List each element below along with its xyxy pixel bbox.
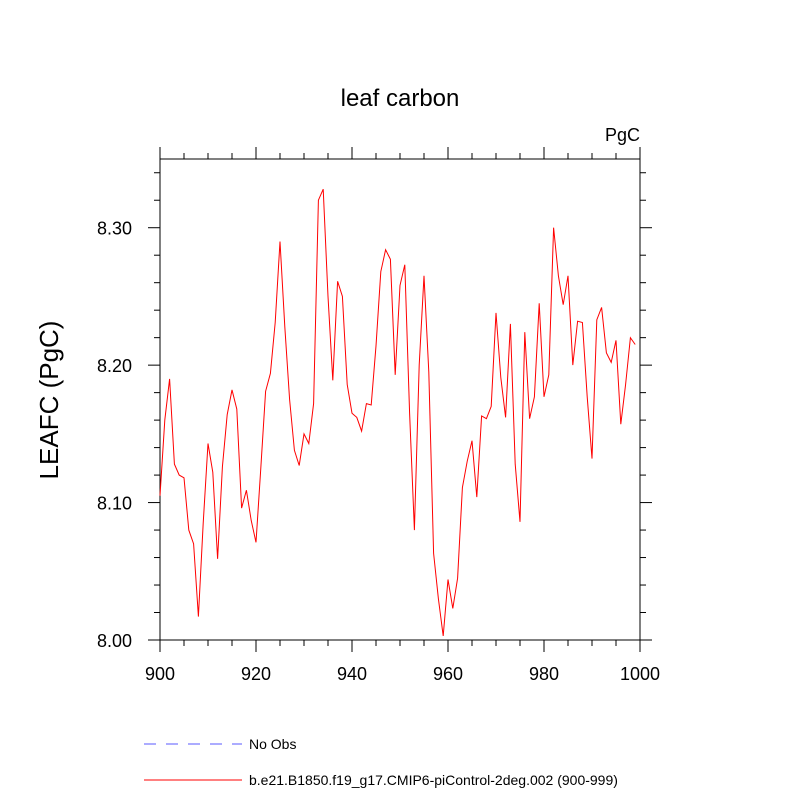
legend-label-control-run: b.e21.B1850.f19_g17.CMIP6-piControl-2deg… xyxy=(249,772,618,788)
x-tick-label: 1000 xyxy=(620,664,660,684)
y-tick-label: 8.10 xyxy=(97,494,132,514)
units-label: PgC xyxy=(605,125,640,145)
y-tick-label: 8.00 xyxy=(97,631,132,651)
y-tick-label: 8.20 xyxy=(97,356,132,376)
y-axis-label: LEAFC (PgC) xyxy=(34,321,64,480)
y-tick-label: 8.30 xyxy=(97,219,132,239)
chart-title: leaf carbon xyxy=(341,85,460,112)
series-line xyxy=(159,189,636,636)
legend: No Obs b.e21.B1850.f19_g17.CMIP6-piContr… xyxy=(144,736,618,788)
plot-frame xyxy=(159,158,641,641)
x-tick-label: 980 xyxy=(529,664,559,684)
x-tick-label: 940 xyxy=(337,664,367,684)
x-tick-label: 960 xyxy=(433,664,463,684)
plot-area: 900 920 940 960 980 1000 8.00 8.10 8.20 8.30 xyxy=(97,147,660,684)
x-tick-label: 920 xyxy=(241,664,271,684)
legend-label-no-obs: No Obs xyxy=(249,736,296,752)
x-tick-label: 900 xyxy=(145,664,175,684)
